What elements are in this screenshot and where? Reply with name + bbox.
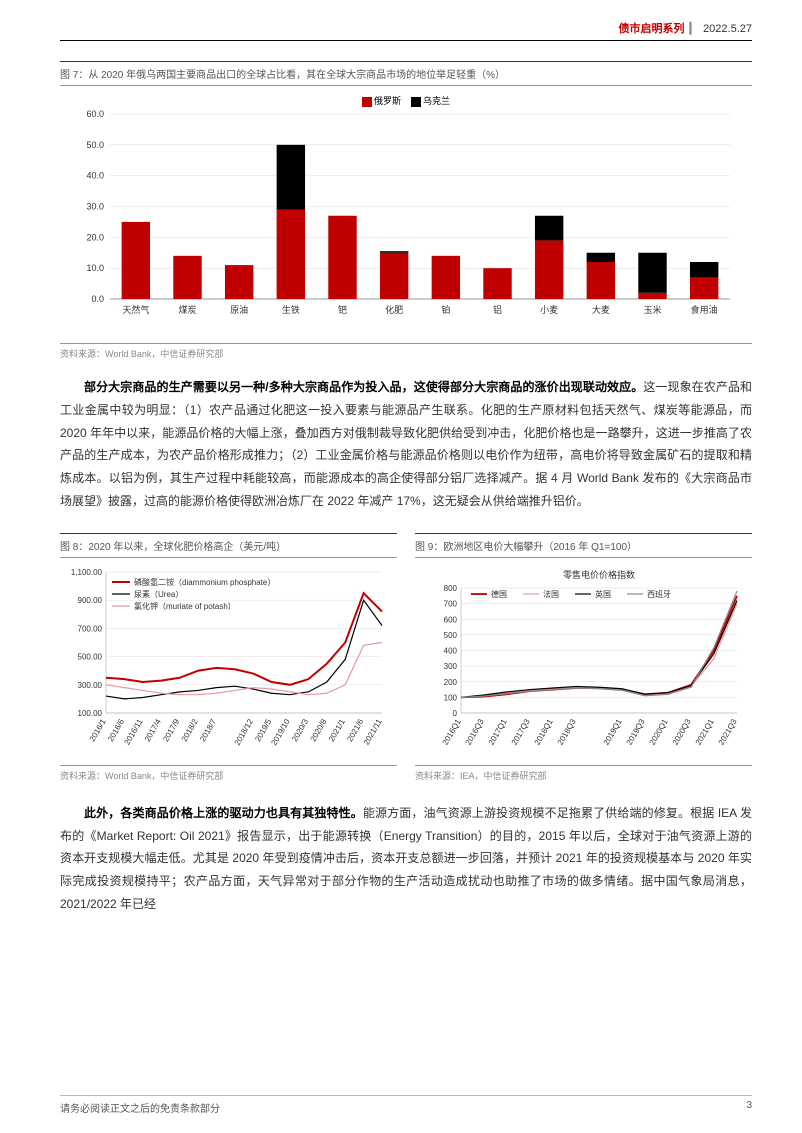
chart9-block: 图 9：欧洲地区电价大幅攀升（2016 年 Q1=100） 0 100 200 300…: [415, 533, 752, 782]
svg-text:钯: 钯: [338, 304, 347, 315]
svg-text:2021/1: 2021/1: [327, 717, 347, 743]
svg-text:食用油: 食用油: [691, 304, 718, 315]
svg-text:300: 300: [444, 662, 458, 671]
svg-text:德国: 德国: [491, 589, 507, 599]
svg-text:900.00: 900.00: [78, 596, 103, 605]
svg-text:英国: 英国: [595, 589, 611, 599]
svg-text:700.00: 700.00: [78, 624, 103, 633]
paragraph-1: 部分大宗商品的生产需要以另一种/多种大宗商品作为投入品，这使得部分大宗商品的涨价…: [60, 376, 752, 513]
svg-text:玉米: 玉米: [643, 304, 661, 315]
svg-text:原油: 原油: [230, 304, 248, 315]
chart9-source: 资料来源：IEA，中信证券研究部: [415, 765, 752, 782]
chart7-legend: 俄罗斯 乌克兰: [60, 94, 752, 107]
svg-text:60.0: 60.0: [86, 109, 104, 119]
chart8-source: 资料来源：World Bank，中信证券研究部: [60, 765, 397, 782]
svg-text:50.0: 50.0: [86, 140, 104, 150]
svg-text:2019Q3: 2019Q3: [625, 717, 647, 747]
svg-text:铂: 铂: [441, 304, 450, 315]
chart7-source: 资料来源：World Bank，中信证券研究部: [60, 343, 752, 360]
svg-text:2020Q3: 2020Q3: [671, 717, 693, 747]
svg-text:0: 0: [453, 709, 458, 718]
footer-disclaimer: 请务必阅读正文之后的免责条款部分: [60, 1100, 220, 1115]
svg-text:100.00: 100.00: [78, 709, 103, 718]
svg-text:2016Q1: 2016Q1: [441, 717, 463, 747]
chart7-block: 图 7：从 2020 年俄乌两国主要商品出口的全球占比看，其在全球大宗商品市场的…: [60, 61, 752, 360]
paragraph-2: 此外，各类商品价格上涨的驱动力也具有其独特性。能源方面，油气资源上游投资规模不足…: [60, 802, 752, 916]
svg-text:法国: 法国: [543, 589, 559, 599]
page-header: 债市启明系列 ▎ 2022.5.27: [60, 20, 752, 41]
svg-text:100: 100: [444, 693, 458, 702]
svg-text:800: 800: [444, 584, 458, 593]
svg-text:2021/11: 2021/11: [362, 717, 384, 747]
header-separator: ▎: [690, 23, 698, 35]
svg-text:2016/1: 2016/1: [88, 717, 108, 743]
svg-text:300.00: 300.00: [78, 681, 103, 690]
svg-text:2018/12: 2018/12: [233, 717, 256, 747]
para2-body: 能源方面，油气资源上游投资规模不足拖累了供给端的修复。根据 IEA 发布的《Ma…: [60, 806, 752, 911]
chart7-svg: 0.0 10.0 20.0 30.0 40.0 50.0 60.0 天然气 煤炭 原油 生铁 钯 化肥 铂…: [60, 109, 740, 339]
chart7-title: 图 7：从 2020 年俄乌两国主要商品出口的全球占比看，其在全球大宗商品市场的…: [60, 61, 752, 86]
svg-text:20.0: 20.0: [86, 232, 104, 242]
svg-text:2018Q1: 2018Q1: [533, 717, 555, 747]
svg-text:生铁: 生铁: [282, 304, 300, 315]
svg-text:2017/4: 2017/4: [143, 717, 163, 743]
svg-text:2021Q3: 2021Q3: [717, 717, 739, 747]
svg-text:氯化钾（muriate of potash）: 氯化钾（muriate of potash）: [134, 601, 236, 611]
svg-text:2016/11: 2016/11: [123, 717, 145, 747]
page-footer: 请务必阅读正文之后的免责条款部分 3: [60, 1095, 752, 1115]
chart8-title: 图 8：2020 年以来，全球化肥价格高企（美元/吨）: [60, 533, 397, 558]
series-name: 债市启明系列: [618, 23, 684, 35]
svg-text:2018/2: 2018/2: [180, 717, 200, 743]
svg-text:大麦: 大麦: [592, 304, 610, 315]
svg-text:小麦: 小麦: [540, 304, 558, 315]
svg-text:500: 500: [444, 631, 458, 640]
chart8-block: 图 8：2020 年以来，全球化肥价格高企（美元/吨） 100.00 300.00…: [60, 533, 397, 782]
svg-text:化肥: 化肥: [385, 304, 403, 315]
svg-text:500.00: 500.00: [78, 652, 103, 661]
svg-text:1,100.00: 1,100.00: [71, 568, 103, 577]
svg-text:2017/9: 2017/9: [161, 717, 181, 743]
svg-text:2017Q1: 2017Q1: [487, 717, 509, 747]
svg-text:700: 700: [444, 599, 458, 608]
svg-text:2017Q3: 2017Q3: [510, 717, 532, 747]
page-number: 3: [746, 1100, 752, 1115]
svg-text:2020/3: 2020/3: [290, 717, 310, 743]
legend-swatch-russia: [362, 97, 372, 107]
svg-text:2021Q1: 2021Q1: [694, 717, 716, 747]
chart9-svg: 01002003004005006007008002016Q12016Q3201…: [415, 566, 745, 761]
legend-swatch-ukraine: [411, 97, 421, 107]
svg-text:10.0: 10.0: [86, 263, 104, 273]
svg-text:40.0: 40.0: [86, 171, 104, 181]
svg-text:2016Q3: 2016Q3: [464, 717, 486, 747]
charts-8-9-row: 图 8：2020 年以来，全球化肥价格高企（美元/吨） 100.00 300.00…: [60, 533, 752, 782]
svg-text:尿素（Urea）: 尿素（Urea）: [134, 589, 183, 599]
chart9-title: 图 9：欧洲地区电价大幅攀升（2016 年 Q1=100）: [415, 533, 752, 558]
svg-text:600: 600: [444, 615, 458, 624]
svg-text:400: 400: [444, 646, 458, 655]
svg-text:2020/8: 2020/8: [309, 717, 329, 743]
para1-lead: 部分大宗商品的生产需要以另一种/多种大宗商品作为投入品，这使得部分大宗商品的涨价…: [84, 380, 643, 394]
svg-text:西班牙: 西班牙: [647, 589, 671, 599]
svg-text:2018/7: 2018/7: [198, 717, 218, 743]
svg-text:2020Q1: 2020Q1: [648, 717, 670, 747]
report-date: 2022.5.27: [703, 23, 752, 35]
svg-text:天然气: 天然气: [122, 304, 149, 315]
svg-text:30.0: 30.0: [86, 202, 104, 212]
svg-text:煤炭: 煤炭: [178, 304, 196, 315]
svg-text:磷酸氢二铵（diammonium phosphate）: 磷酸氢二铵（diammonium phosphate）: [134, 577, 275, 587]
para2-lead: 此外，各类商品价格上涨的驱动力也具有其独特性。: [84, 806, 363, 820]
svg-text:2019/10: 2019/10: [269, 717, 292, 747]
svg-text:200: 200: [444, 678, 458, 687]
svg-text:2019Q1: 2019Q1: [602, 717, 624, 747]
para1-body: 这一现象在农产品和工业金属中较为明显：（1）农产品通过化肥这一投入要素与能源品产…: [60, 380, 752, 508]
svg-text:2018Q3: 2018Q3: [556, 717, 578, 747]
svg-text:铝: 铝: [493, 304, 502, 315]
chart8-svg: 100.00 300.00 500.00 700.00 900.00 1,100.00 20…: [60, 566, 390, 761]
svg-text:0.0: 0.0: [91, 294, 104, 304]
svg-text:零售电价价格指数: 零售电价价格指数: [563, 569, 635, 580]
